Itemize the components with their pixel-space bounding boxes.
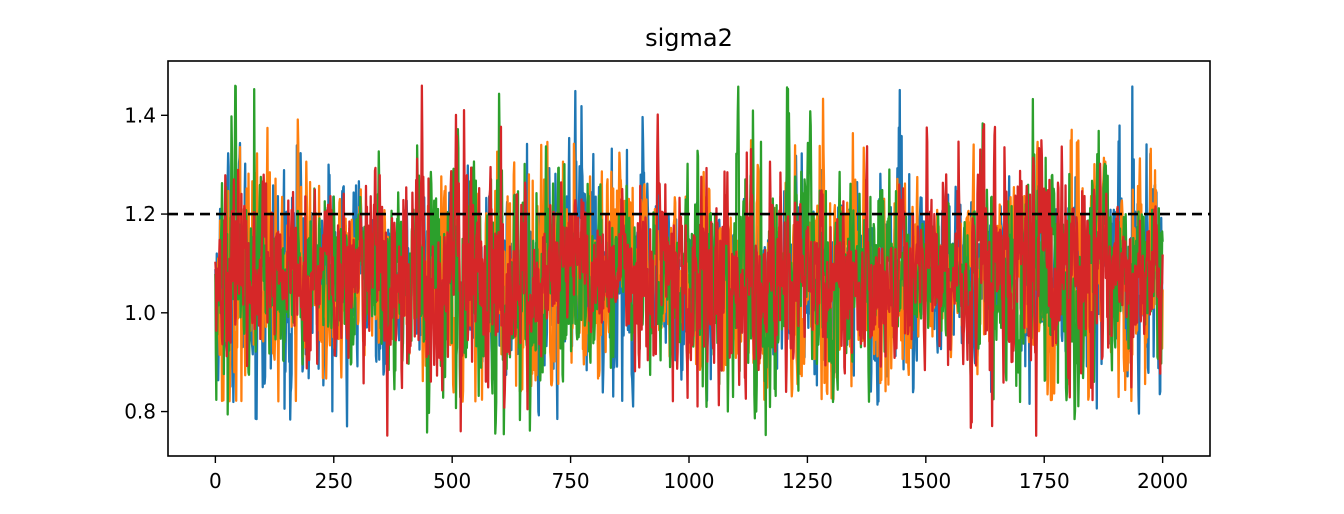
x-tick-label: 1000 [664,469,715,493]
x-tick-label: 1250 [782,469,833,493]
x-tick-label: 250 [315,469,353,493]
x-axis: 0 250 500 750 1000 1250 1500 1750 2000 [209,456,1188,493]
chart-title: sigma2 [645,24,733,52]
series-line-4 [214,84,1164,437]
y-tick-label: 1.4 [124,103,156,127]
y-tick-label: 0.8 [124,400,156,424]
y-tick-label: 1.2 [124,202,156,226]
series-layer [214,84,1164,437]
x-tick-label: 1750 [1019,469,1070,493]
y-tick-label: 1.0 [124,301,156,325]
x-tick-label: 2000 [1137,469,1188,493]
x-tick-label: 0 [209,469,222,493]
y-axis: 0.8 1.0 1.2 1.4 [124,103,168,424]
x-tick-label: 750 [551,469,589,493]
x-tick-label: 500 [433,469,471,493]
x-tick-label: 1500 [900,469,951,493]
